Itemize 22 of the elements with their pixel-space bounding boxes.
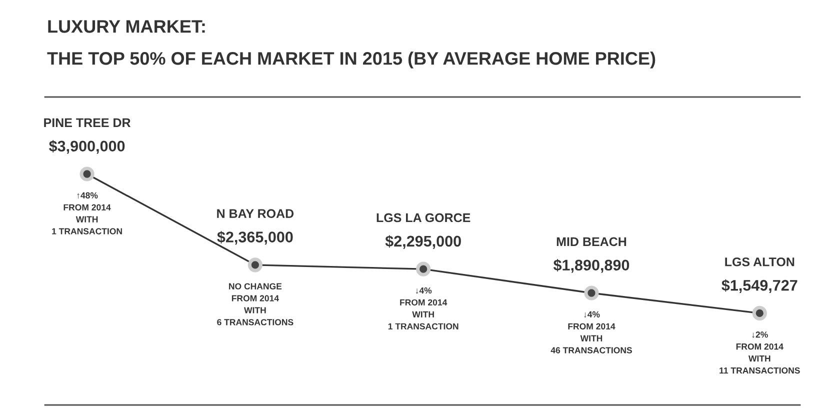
annotation: ↑48% FROM 2014 WITH 1 TRANSACTION (52, 192, 122, 234)
annotation: NO CHANGE FROM 2014 WITH 6 TRANSACTIONS (217, 283, 294, 326)
x-tick-label: LGS LA GORCE (376, 213, 470, 222)
point (584, 286, 599, 300)
chart-title: LUXURY MARKET: (48, 20, 205, 33)
annotation: ↓4% FROM 2014 WITH 1 TRANSACTION (388, 287, 458, 330)
data-label: $1,549,727 (722, 279, 798, 293)
data-label: $2,365,000 (217, 230, 293, 245)
point (80, 166, 94, 182)
point (248, 258, 262, 272)
x-tick-label: PINE TREE DR (44, 118, 131, 127)
x-tick-label: LGS ALTON (725, 257, 794, 266)
annotation: ↓4% FROM 2014 WITH 46 TRANSACTIONS (550, 311, 632, 354)
annotation: ↓2% FROM 2014 WITH 11 TRANSACTIONS (720, 331, 800, 374)
chart-subtitle: THE TOP 50% OF EACH MARKET IN 2015 (BY AVERAGE HOME PRICE) (47, 52, 656, 68)
x-tick-label: MID BEACH (556, 237, 626, 246)
data-label: $3,900,000 (49, 140, 125, 154)
point (416, 262, 431, 276)
data-label: $2,295,000 (385, 235, 461, 249)
point (752, 306, 767, 320)
x-tick-label: N BAY ROAD (217, 209, 294, 218)
data-label: $1,890,890 (553, 259, 630, 273)
